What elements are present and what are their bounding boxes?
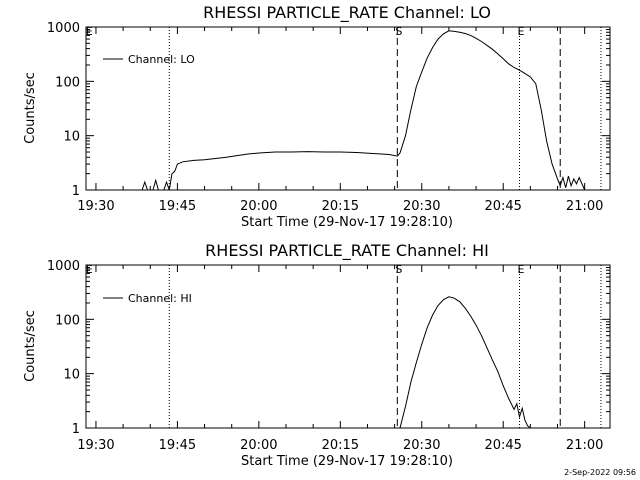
lo-x-tick-label: 21:00 xyxy=(566,199,603,214)
hi-y-tick-label: 1 xyxy=(72,422,80,437)
plot-timestamp: 2-Sep-2022 09:56 xyxy=(564,468,636,477)
lo-channel-panel: RHESSI PARTICLE_RATE Channel: LO 19:30 19… xyxy=(23,3,611,230)
lo-y-tick-label: 100 xyxy=(55,75,80,90)
hi-x-tick-label: 19:30 xyxy=(77,438,114,453)
lo-y-tick-label: 1000 xyxy=(47,21,80,36)
lo-x-axis: 19:30 19:45 20:00 20:15 20:30 20:45 21:00 xyxy=(77,27,603,214)
hi-y-tick-label: 10 xyxy=(63,368,80,383)
hi-x-tick-label: 20:00 xyxy=(240,438,277,453)
lo-series-line xyxy=(141,30,586,191)
hi-x-tick-label: 19:45 xyxy=(159,438,196,453)
lo-x-tick-label: 20:00 xyxy=(240,199,277,214)
lo-x-axis-label: Start Time (29-Nov-17 19:28:10) xyxy=(241,215,453,230)
hi-x-tick-label: 20:15 xyxy=(322,438,359,453)
lo-x-tick-label: 20:30 xyxy=(403,199,440,214)
hi-series-line xyxy=(399,296,531,429)
lo-legend: Channel: LO xyxy=(103,53,195,66)
hi-channel-panel: RHESSI PARTICLE_RATE Channel: HI 19:30 19… xyxy=(23,241,611,469)
hi-x-tick-label: 21:00 xyxy=(566,438,603,453)
lo-chart-title: RHESSI PARTICLE_RATE Channel: LO xyxy=(203,3,491,23)
hi-x-axis: 19:30 19:45 20:00 20:15 20:30 20:45 21:00 xyxy=(77,265,603,453)
hi-plot-frame xyxy=(85,264,611,429)
lo-x-tick-label: 19:45 xyxy=(159,199,196,214)
hi-y-tick-label: 1000 xyxy=(47,259,80,274)
hi-chart-title: RHESSI PARTICLE_RATE Channel: HI xyxy=(205,241,489,261)
lo-y-tick-label: 1 xyxy=(72,184,80,199)
lo-plot-frame xyxy=(85,26,611,191)
lo-legend-label: Channel: LO xyxy=(128,53,195,66)
hi-y-axis-label: Counts/sec xyxy=(23,310,38,382)
hi-legend-label: Channel: HI xyxy=(128,292,192,305)
lo-x-tick-label: 20:45 xyxy=(484,199,521,214)
hi-marker-letter: E xyxy=(86,263,93,276)
lo-y-axis-label: Counts/sec xyxy=(23,72,38,144)
hi-marker-letter: S xyxy=(395,263,402,276)
hi-marker-letter: E xyxy=(517,263,524,276)
lo-y-axis: 1 10 100 1000 xyxy=(47,21,610,199)
lo-y-tick-label: 10 xyxy=(63,130,80,145)
lo-x-tick-label: 20:15 xyxy=(322,199,359,214)
hi-legend: Channel: HI xyxy=(103,292,192,305)
hi-y-tick-label: 100 xyxy=(55,313,80,328)
lo-marker-letter: E xyxy=(86,25,93,38)
hi-x-tick-label: 20:45 xyxy=(484,438,521,453)
hi-x-tick-label: 20:30 xyxy=(403,438,440,453)
lo-marker-letter: S xyxy=(395,25,402,38)
lo-x-tick-label: 19:30 xyxy=(77,199,114,214)
lo-marker-letter: E xyxy=(517,25,524,38)
hi-x-axis-label: Start Time (29-Nov-17 19:28:10) xyxy=(241,454,453,469)
hi-y-axis: 1 10 100 1000 xyxy=(47,259,610,437)
